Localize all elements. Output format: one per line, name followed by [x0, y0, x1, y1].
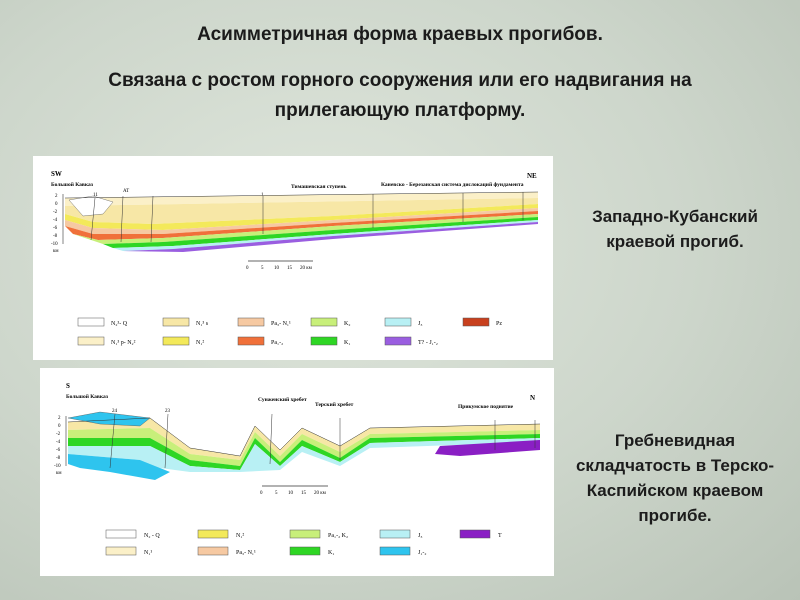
- depth-tick: -8: [56, 456, 61, 461]
- legend-label: N₁³ s: [196, 321, 209, 327]
- scale-tick: 20 км: [300, 266, 313, 271]
- legend-label: T? - J₁-₂: [418, 340, 438, 346]
- legend-label: K₁: [344, 340, 350, 346]
- scale-tick: 0: [246, 266, 249, 271]
- dir-right-label: NE: [527, 172, 537, 180]
- legend-label: N₁¹: [144, 550, 152, 556]
- legend-swatch: [77, 336, 105, 346]
- legend-label: Pz: [496, 321, 502, 327]
- legend-label: N₁³ p- N₂²: [111, 340, 136, 346]
- faults: [64, 191, 539, 243]
- legend-swatch: [105, 546, 137, 556]
- caption-terek-caspian: Гребневидная складчатость в Терско-Каспи…: [575, 431, 775, 525]
- strata: [65, 192, 538, 252]
- faults: [67, 413, 541, 469]
- well-label: 23: [165, 409, 171, 414]
- legend-swatch: [162, 317, 190, 327]
- scale-tick: 20 км: [314, 491, 327, 496]
- depth-tick: -6: [56, 448, 61, 453]
- dir-right-label: N: [530, 394, 535, 402]
- depth-unit: км: [53, 249, 59, 254]
- depth-axis: 2 0 -2 -4 -6 -8 -10 км: [51, 194, 64, 254]
- legend-swatch: [310, 336, 338, 346]
- legend-swatch: [379, 546, 411, 556]
- scale-tick: 10: [288, 491, 294, 496]
- legend-label: K₂: [344, 321, 350, 327]
- legend-label: Pa₃- N₁¹: [271, 321, 291, 327]
- depth-tick: -10: [54, 464, 61, 469]
- ridge2-label: Терский хребет: [315, 401, 354, 408]
- legend-swatch: [379, 529, 411, 539]
- legend-label: K₁: [328, 550, 334, 556]
- legend-swatch: [237, 336, 265, 346]
- scale-tick: 15: [301, 491, 307, 496]
- legend-label: J₃: [418, 533, 422, 539]
- depth-tick: -6: [53, 226, 58, 231]
- right-label: Прикумское поднятие: [458, 404, 514, 410]
- scale-tick: 0: [260, 491, 263, 496]
- legend-label: N₁²: [196, 340, 204, 346]
- depth-tick: -2: [56, 432, 61, 437]
- legend-label: N₂ - Q: [144, 533, 160, 539]
- legend-swatch: [462, 317, 490, 327]
- well-label: АТ: [123, 189, 129, 194]
- depth-tick: -4: [53, 218, 58, 223]
- legend-swatch: [105, 529, 137, 539]
- legend-label: Pa₁-₂ K₂: [328, 533, 348, 539]
- depth-tick: 0: [58, 424, 61, 429]
- strata: [67, 411, 540, 480]
- legend-swatch: [384, 336, 412, 346]
- depth-tick: -8: [53, 234, 58, 239]
- well-label: 11: [93, 193, 98, 198]
- legend-swatch: [384, 317, 412, 327]
- scale-tick: 15: [287, 266, 293, 271]
- dir-left-label: S: [66, 382, 70, 390]
- scale-tick: 5: [275, 491, 278, 496]
- right-label: Каневско - Березанская система дислокаци…: [381, 181, 524, 188]
- legend-label: T: [498, 533, 502, 539]
- legend-label: J₃: [418, 321, 422, 327]
- mid-label: Тимашевская ступень: [291, 184, 347, 190]
- legend-swatch: [197, 546, 229, 556]
- legend-swatch: [459, 529, 491, 539]
- scale-bar: 0 5 10 15 20 км: [260, 485, 328, 496]
- legend-swatch: [77, 317, 105, 327]
- legend: N₂ - Q N₁² Pa₁-₂ K₂ J₃ T N₁¹ Pa₃- N₁¹ K₁…: [105, 529, 502, 556]
- legend-swatch: [162, 336, 190, 346]
- legend-swatch: [237, 317, 265, 327]
- figure-west-kuban: SW NE Большой Кавказ Тимашевская ступень…: [33, 156, 553, 360]
- legend-label: Pa₁-₂: [271, 340, 283, 346]
- depth-tick: 0: [55, 202, 58, 207]
- scale-tick: 10: [274, 266, 280, 271]
- figure-terek-caspian: S N Большой Кавказ Сунженский хребет Тер…: [40, 368, 554, 576]
- legend-swatch: [289, 529, 321, 539]
- dir-left-label: SW: [51, 170, 62, 178]
- legend-label: N₁²: [236, 533, 244, 539]
- legend-swatch: [289, 546, 321, 556]
- cross-section-terek-caspian: S N Большой Кавказ Сунженский хребет Тер…: [54, 382, 541, 556]
- depth-tick: -10: [51, 242, 58, 247]
- depth-tick: -4: [56, 440, 61, 445]
- scale-bar: 0 5 10 15 20 км: [246, 260, 313, 271]
- legend-label: Pa₃- N₁¹: [236, 550, 256, 556]
- legend-label: J₁-₂: [418, 550, 427, 556]
- well-label: 24: [112, 409, 118, 414]
- legend-swatch: [197, 529, 229, 539]
- slide-subtitle: Связана с ростом горного сооружения или …: [108, 70, 692, 121]
- legend-label: N₂³- Q: [111, 321, 128, 327]
- depth-tick: 2: [55, 194, 58, 199]
- scale-tick: 5: [261, 266, 264, 271]
- mountain-label: Большой Кавказ: [66, 393, 109, 400]
- depth-tick: 2: [58, 416, 61, 421]
- legend: N₂³- Q N₁³ s Pa₃- N₁¹ K₂ J₃ Pz N₁³ p- N₂…: [77, 317, 502, 346]
- legend-swatch: [310, 317, 338, 327]
- depth-axis: 2 0 -2 -4 -6 -8 -10 км: [54, 416, 67, 476]
- cross-section-west-kuban: SW NE Большой Кавказ Тимашевская ступень…: [51, 170, 539, 346]
- caption-west-kuban: Западно-Кубанский краевой прогиб.: [592, 207, 758, 251]
- slide-title: Асимметричная форма краевых прогибов.: [197, 24, 603, 45]
- mountain-label: Большой Кавказ: [51, 181, 94, 188]
- ridge1-label: Сунженский хребет: [258, 396, 307, 403]
- depth-tick: -2: [53, 210, 58, 215]
- depth-unit: км: [56, 471, 62, 476]
